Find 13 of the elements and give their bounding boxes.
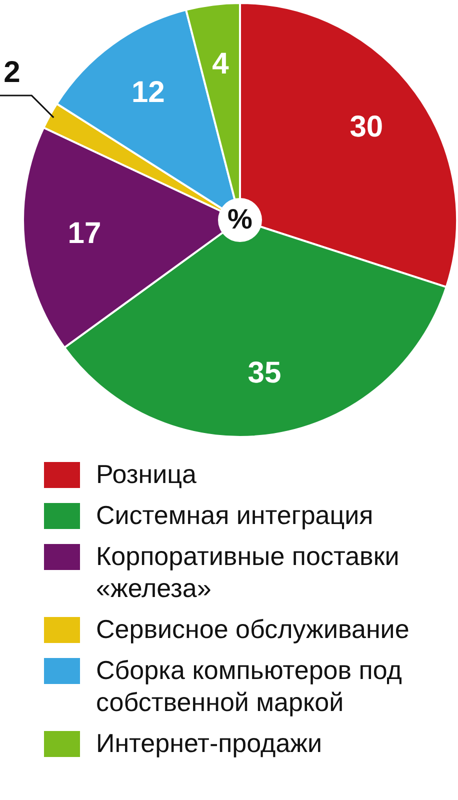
data-label: 2 xyxy=(4,56,20,89)
legend-label: Системная интеграция xyxy=(96,499,374,531)
legend-label: Корпоративные поставки «железа» xyxy=(96,540,400,604)
data-label: 12 xyxy=(131,76,165,109)
data-label: 17 xyxy=(68,216,102,250)
data-label: 35 xyxy=(248,356,282,390)
legend-label: Сервисное обслуживание xyxy=(96,613,410,645)
legend-label: Интернет-продажи xyxy=(96,727,324,759)
text: % xyxy=(228,204,253,235)
legend-label: Сборка компьютеров под собственной маркой xyxy=(96,654,403,718)
data-label: 30 xyxy=(350,110,384,144)
data-label: 4 xyxy=(212,47,230,80)
legend-label: Розница xyxy=(96,458,198,490)
